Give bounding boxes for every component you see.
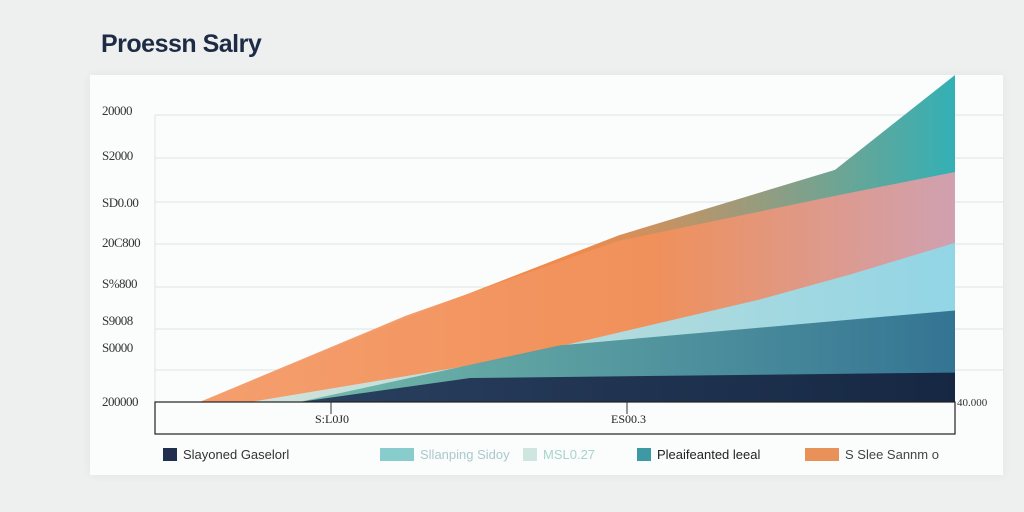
legend-swatch [380, 447, 414, 461]
legend-item: MSL0.27 [523, 446, 595, 462]
y-tick-label: 20C800 [102, 234, 141, 250]
x-tick-label: S:L0J0 [315, 412, 349, 426]
legend-item: Sllanping Sidoy [380, 446, 510, 462]
legend-label: MSL0.27 [543, 446, 596, 462]
legend-item: S Slee Sannm o [805, 446, 939, 462]
y-tick-label: S2000 [102, 147, 133, 163]
x-axis-box [154, 401, 956, 435]
y-tick-label: S%800 [102, 276, 138, 292]
legend-label: Sllanping Sidoy [420, 446, 510, 462]
y-tick-label: S9008 [102, 313, 133, 329]
x-tick-label: ES00.3 [611, 412, 646, 426]
legend-swatch [523, 447, 537, 461]
y-tick-label: 20000 [102, 102, 133, 118]
legend-label: S Slee Sannm o [845, 446, 939, 462]
chart-title: Proessn Salry [101, 30, 262, 58]
legend-label: Slayoned Gaselorl [183, 446, 290, 462]
legend-swatch [637, 447, 651, 461]
legend-item: Pleaifeanted leeal [637, 446, 760, 462]
legend-swatch [163, 447, 177, 461]
y-tick-label: SD0.00 [102, 194, 139, 210]
x-tick-label: 40.000 [957, 397, 988, 409]
legend-item: Slayoned Gaselorl [163, 446, 289, 462]
area-series-5 [299, 372, 955, 402]
y-tick-label: 200000 [102, 394, 139, 409]
legend-swatch [805, 447, 839, 461]
y-tick-label: S0000 [102, 339, 133, 355]
legend-label: Pleaifeanted leeal [657, 446, 761, 462]
